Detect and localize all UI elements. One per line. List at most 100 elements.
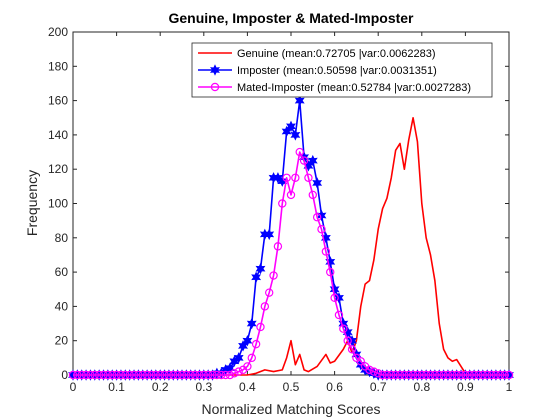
series-line [73,151,509,376]
data-point [400,370,409,380]
data-point [282,173,291,182]
data-point [81,370,91,380]
data-point [408,370,418,380]
x-tick-label: 0.5 [283,380,300,394]
data-point [125,370,134,380]
y-tick-label: 180 [48,59,68,73]
data-point [203,370,213,380]
data-point [356,357,365,366]
data-point [299,156,309,165]
data-point [164,370,174,380]
legend-box [191,42,493,98]
data-point [378,370,387,380]
data-point [496,370,505,380]
data-point [103,370,113,380]
data-point [286,190,296,200]
series-2 [68,147,514,380]
series-line [73,116,509,376]
data-point [243,362,252,371]
series-layer [68,94,514,381]
data-point [129,370,139,380]
y-tick-label: 60 [55,265,69,279]
y-tick-label: 200 [48,25,68,39]
y-tick-label: 100 [48,197,68,211]
data-point [142,370,152,380]
data-point [269,271,278,280]
x-tick-label: 0.2 [152,380,169,394]
data-point [426,370,435,380]
data-point [247,353,256,363]
data-point [448,370,457,380]
data-point [439,370,448,380]
y-axis-ticks: 0 20 40 60 80 100 120 140 160 180 200 [48,25,509,382]
data-point [256,322,265,332]
data-point [217,370,226,380]
data-point [68,370,78,380]
y-tick-label: 0 [61,368,68,382]
data-point [265,288,274,297]
data-point [173,370,182,380]
data-point [264,228,275,241]
y-axis-label: Frequency [24,170,40,236]
data-point [234,367,243,376]
data-point [469,370,479,380]
x-tick-label: 0.9 [457,380,474,394]
data-point [365,365,374,375]
data-point [421,370,431,380]
data-point [291,173,300,182]
data-point [504,370,514,380]
legend-swatch-marker [210,82,220,92]
data-point [461,370,470,380]
x-tick-label: 0 [70,380,77,394]
data-point [151,370,161,380]
data-point [138,370,147,380]
data-point [326,267,335,277]
data-point [387,370,396,380]
data-point [278,199,287,208]
data-point [99,370,108,380]
data-point [339,324,348,333]
x-axis-ticks: 0 0.1 0.2 0.3 0.4 0.5 0.6 0.7 0.8 0.9 1 [70,32,513,394]
data-point [230,369,239,378]
data-point [251,271,262,283]
y-tick-label: 80 [55,231,69,245]
data-point [316,209,327,222]
legend-swatch-marker [210,64,220,76]
chart-title: Genuine, Imposter & Mated-Imposter [168,10,414,26]
data-point [308,190,317,200]
data-point [312,213,322,222]
data-point [325,256,336,268]
data-point [317,225,326,234]
legend-label: Mated-Imposter (mean:0.52784 |var:0.0027… [237,82,471,94]
data-point [273,242,283,251]
data-point [90,370,100,380]
data-point [272,172,283,184]
data-point [242,334,253,347]
data-point [487,370,496,380]
data-point [169,370,178,380]
data-point [212,370,222,380]
x-tick-label: 0.1 [108,380,125,394]
data-point [233,352,244,364]
y-tick-label: 40 [55,299,69,313]
data-point [294,94,305,107]
data-point [86,370,95,380]
data-point [404,370,413,380]
data-point [295,147,304,157]
y-tick-label: 120 [48,162,68,176]
data-point [77,370,86,380]
data-point [391,370,400,380]
y-tick-label: 140 [48,128,68,142]
legend: Genuine (mean:0.72705 |var:0.0062283) Imp… [191,42,493,98]
x-tick-label: 0.3 [195,380,212,394]
legend-entries: Genuine (mean:0.72705 |var:0.0062283) Imp… [198,48,471,94]
data-point [382,370,392,380]
data-point [500,370,509,380]
data-point [255,262,266,275]
data-point [108,370,117,380]
data-point [186,370,195,380]
x-axis-label: Normalized Matching Scores [202,401,381,417]
data-point [417,370,426,380]
data-point [343,336,352,345]
